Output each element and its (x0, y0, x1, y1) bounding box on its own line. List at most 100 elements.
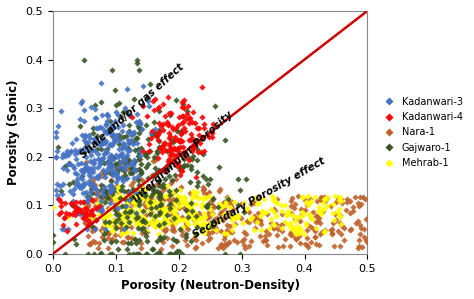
Kadanwari-4 (95, 203, 103, 208)
Mehrab-1 (64, 215, 72, 220)
Nara-1 (168, 155, 176, 159)
Mehrab-1 (302, 220, 310, 225)
Nara-1 (332, 218, 340, 222)
Kadanwari-4 (154, 155, 162, 160)
Gajwaro-1 (167, 113, 174, 118)
Kadanwari-3 (80, 183, 87, 188)
Kadanwari-4 (178, 100, 185, 105)
Nara-1 (292, 236, 300, 241)
Mehrab-1 (136, 218, 144, 223)
Kadanwari-3 (78, 169, 86, 174)
Kadanwari-3 (116, 176, 123, 181)
Kadanwari-4 (152, 133, 159, 138)
Mehrab-1 (170, 214, 178, 219)
Mehrab-1 (273, 199, 280, 204)
Nara-1 (138, 178, 146, 183)
Kadanwari-3 (66, 188, 73, 193)
Mehrab-1 (200, 220, 207, 225)
Mehrab-1 (200, 215, 208, 219)
Kadanwari-3 (54, 123, 62, 128)
Nara-1 (104, 220, 112, 225)
Kadanwari-3 (98, 126, 106, 131)
Mehrab-1 (142, 194, 150, 199)
Kadanwari-3 (98, 209, 105, 213)
Kadanwari-3 (100, 168, 107, 173)
Gajwaro-1 (100, 232, 108, 237)
Text: Secondary Porosity effect: Secondary Porosity effect (191, 156, 327, 240)
Kadanwari-4 (155, 105, 163, 109)
Mehrab-1 (222, 199, 229, 204)
Kadanwari-3 (105, 184, 113, 189)
Mehrab-1 (194, 190, 201, 195)
Mehrab-1 (191, 231, 199, 236)
Mehrab-1 (302, 222, 310, 227)
Gajwaro-1 (62, 164, 69, 169)
Nara-1 (198, 241, 205, 246)
Nara-1 (92, 197, 100, 202)
Kadanwari-3 (103, 118, 110, 123)
Mehrab-1 (298, 210, 306, 215)
Nara-1 (212, 227, 220, 231)
Mehrab-1 (302, 200, 310, 205)
Gajwaro-1 (116, 213, 123, 217)
Mehrab-1 (191, 221, 199, 226)
Gajwaro-1 (120, 189, 128, 193)
Nara-1 (241, 246, 249, 251)
Kadanwari-3 (98, 205, 105, 210)
Mehrab-1 (125, 222, 132, 226)
Nara-1 (212, 224, 219, 229)
Mehrab-1 (216, 217, 223, 222)
Nara-1 (317, 198, 325, 202)
Nara-1 (312, 242, 320, 246)
Gajwaro-1 (98, 251, 105, 256)
Gajwaro-1 (206, 177, 214, 181)
Kadanwari-3 (89, 147, 96, 152)
Gajwaro-1 (132, 136, 139, 141)
Kadanwari-3 (114, 175, 121, 180)
Nara-1 (103, 170, 110, 174)
Kadanwari-3 (55, 197, 62, 202)
Nara-1 (205, 229, 213, 234)
Mehrab-1 (201, 214, 209, 219)
Kadanwari-4 (165, 142, 173, 147)
Nara-1 (118, 226, 126, 231)
Kadanwari-4 (79, 199, 86, 204)
Kadanwari-4 (171, 152, 178, 157)
Nara-1 (82, 160, 90, 165)
Kadanwari-3 (118, 145, 126, 150)
Gajwaro-1 (90, 131, 97, 136)
Kadanwari-3 (105, 129, 113, 134)
Nara-1 (181, 206, 188, 210)
Kadanwari-4 (167, 146, 174, 151)
Gajwaro-1 (126, 139, 133, 144)
Kadanwari-3 (87, 181, 95, 186)
Nara-1 (209, 196, 217, 200)
Nara-1 (218, 210, 226, 215)
Nara-1 (340, 238, 347, 243)
Gajwaro-1 (103, 146, 110, 151)
Gajwaro-1 (72, 242, 80, 247)
Gajwaro-1 (139, 209, 146, 214)
Nara-1 (95, 193, 103, 198)
Kadanwari-4 (184, 104, 191, 109)
Mehrab-1 (299, 211, 307, 216)
Nara-1 (169, 222, 176, 227)
Nara-1 (190, 236, 198, 241)
Gajwaro-1 (181, 157, 188, 161)
Kadanwari-3 (144, 98, 151, 103)
Mehrab-1 (209, 222, 216, 227)
Gajwaro-1 (137, 146, 145, 150)
Kadanwari-4 (154, 105, 162, 110)
Nara-1 (247, 202, 255, 207)
Mehrab-1 (94, 201, 101, 206)
Nara-1 (287, 211, 294, 216)
Kadanwari-3 (106, 200, 114, 205)
Kadanwari-3 (111, 138, 118, 143)
Mehrab-1 (134, 218, 142, 222)
Mehrab-1 (129, 188, 137, 193)
Nara-1 (147, 203, 155, 208)
Nara-1 (158, 197, 165, 202)
Nara-1 (273, 197, 281, 202)
Mehrab-1 (182, 202, 190, 207)
Nara-1 (89, 213, 96, 218)
